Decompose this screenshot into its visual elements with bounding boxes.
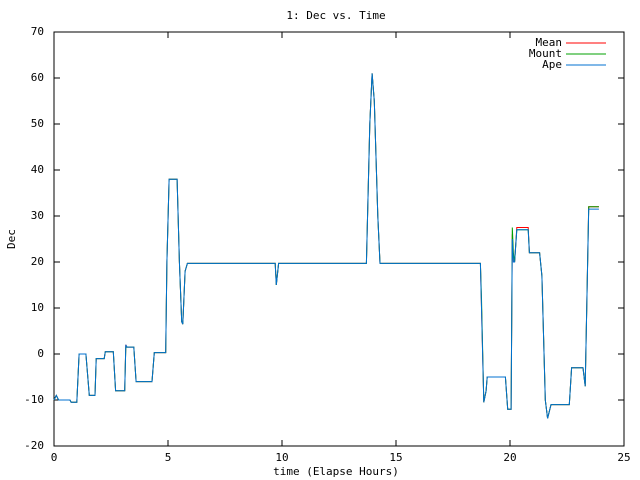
x-tick-label: 20 bbox=[503, 451, 516, 464]
plot-border bbox=[53, 31, 625, 447]
y-axis-label: Dec bbox=[5, 229, 18, 249]
y-tick-label: -10 bbox=[24, 393, 44, 406]
chart-title: 1: Dec vs. Time bbox=[286, 9, 385, 22]
x-tick-label: 0 bbox=[51, 451, 58, 464]
y-tick-label: -20 bbox=[24, 439, 44, 452]
legend-label: Mount bbox=[529, 47, 562, 60]
x-tick-label: 25 bbox=[617, 451, 630, 464]
y-tick-label: 0 bbox=[37, 347, 44, 360]
y-tick-label: 10 bbox=[31, 301, 44, 314]
y-tick-label: 30 bbox=[31, 209, 44, 222]
legend-label: Ape bbox=[542, 58, 562, 71]
x-axis-label: time (Elapse Hours) bbox=[273, 465, 399, 478]
legend-label: Mean bbox=[536, 36, 563, 49]
y-tick-label: 40 bbox=[31, 163, 44, 176]
series-line bbox=[53, 73, 599, 419]
y-tick-label: 60 bbox=[31, 71, 44, 84]
x-tick-label: 5 bbox=[165, 451, 172, 464]
x-tick-label: 10 bbox=[275, 451, 288, 464]
y-tick-label: 50 bbox=[31, 117, 44, 130]
x-tick-label: 15 bbox=[389, 451, 402, 464]
y-tick-label: 70 bbox=[31, 25, 44, 38]
y-tick-label: 20 bbox=[31, 255, 44, 268]
